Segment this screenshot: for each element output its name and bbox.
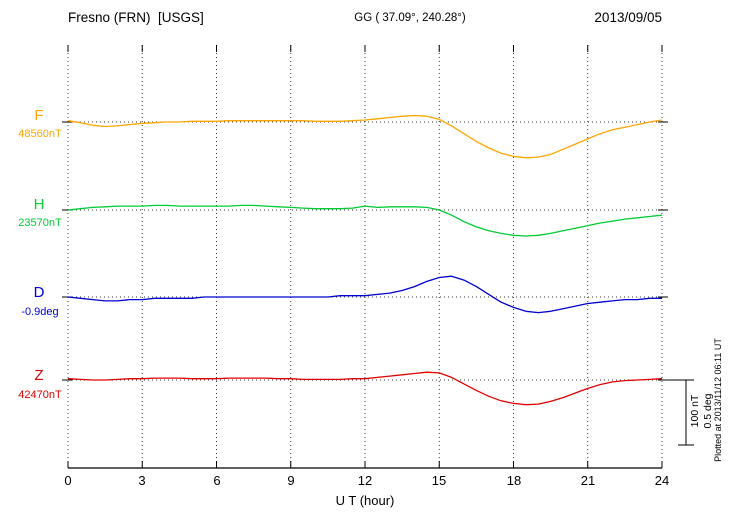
x-tick-3: 3 bbox=[138, 473, 146, 488]
plotted-at-note: Plotted at 2013/11/12 06:11 UT bbox=[713, 338, 723, 462]
scale-bar-nt-label: 100 nT bbox=[689, 394, 701, 428]
station-title: Fresno (FRN) [USGS] bbox=[68, 10, 204, 25]
channel-baseline-Z: 42470nT bbox=[18, 389, 62, 401]
x-tick-9: 9 bbox=[287, 473, 295, 488]
channel-label-Z: Z bbox=[34, 367, 44, 384]
channel-label-D: D bbox=[33, 284, 45, 301]
channel-label-F: F bbox=[34, 107, 44, 124]
trace-F bbox=[67, 114, 663, 159]
trace-D bbox=[67, 275, 662, 314]
geographic-coordinates: GG ( 37.09°, 240.28°) bbox=[354, 12, 466, 24]
x-tick-21: 21 bbox=[580, 473, 596, 488]
x-tick-0: 0 bbox=[64, 473, 72, 488]
x-tick-18: 18 bbox=[506, 473, 522, 488]
x-tick-24: 24 bbox=[654, 473, 670, 488]
x-axis-label: U T (hour) bbox=[335, 493, 395, 508]
x-tick-12: 12 bbox=[357, 473, 373, 488]
trace-Z bbox=[67, 371, 663, 406]
trace-H bbox=[67, 204, 663, 237]
channel-baseline-D: -0.9deg bbox=[21, 306, 59, 318]
channel-label-H: H bbox=[33, 196, 45, 213]
channel-baseline-H: 23570nT bbox=[18, 217, 62, 229]
channel-baseline-F: 48560nT bbox=[18, 128, 62, 140]
x-tick-6: 6 bbox=[213, 473, 221, 488]
plot-date: 2013/09/05 bbox=[594, 10, 662, 25]
x-tick-15: 15 bbox=[431, 473, 447, 488]
